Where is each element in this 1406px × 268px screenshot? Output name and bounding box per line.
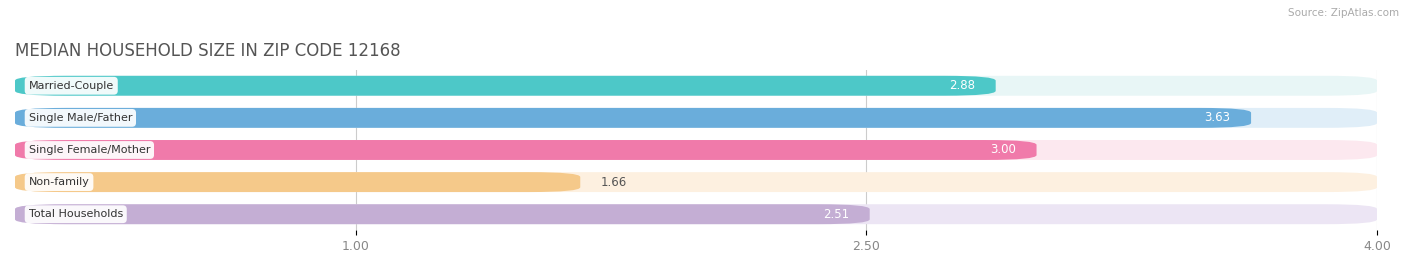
FancyBboxPatch shape bbox=[15, 76, 995, 96]
FancyBboxPatch shape bbox=[15, 140, 1036, 160]
Text: Non-family: Non-family bbox=[28, 177, 90, 187]
FancyBboxPatch shape bbox=[15, 108, 1251, 128]
Text: 3.00: 3.00 bbox=[990, 143, 1017, 157]
FancyBboxPatch shape bbox=[15, 76, 1376, 96]
Text: MEDIAN HOUSEHOLD SIZE IN ZIP CODE 12168: MEDIAN HOUSEHOLD SIZE IN ZIP CODE 12168 bbox=[15, 42, 401, 60]
Text: 3.63: 3.63 bbox=[1205, 111, 1230, 124]
FancyBboxPatch shape bbox=[15, 204, 870, 224]
Text: Single Male/Father: Single Male/Father bbox=[28, 113, 132, 123]
FancyBboxPatch shape bbox=[15, 172, 1376, 192]
Text: Married-Couple: Married-Couple bbox=[28, 81, 114, 91]
FancyBboxPatch shape bbox=[15, 172, 581, 192]
Text: 2.51: 2.51 bbox=[823, 208, 849, 221]
FancyBboxPatch shape bbox=[15, 108, 1376, 128]
Text: 1.66: 1.66 bbox=[600, 176, 627, 189]
Text: 2.88: 2.88 bbox=[949, 79, 976, 92]
Text: Total Households: Total Households bbox=[28, 209, 122, 219]
Text: Single Female/Mother: Single Female/Mother bbox=[28, 145, 150, 155]
FancyBboxPatch shape bbox=[15, 140, 1376, 160]
FancyBboxPatch shape bbox=[15, 204, 1376, 224]
Text: Source: ZipAtlas.com: Source: ZipAtlas.com bbox=[1288, 8, 1399, 18]
